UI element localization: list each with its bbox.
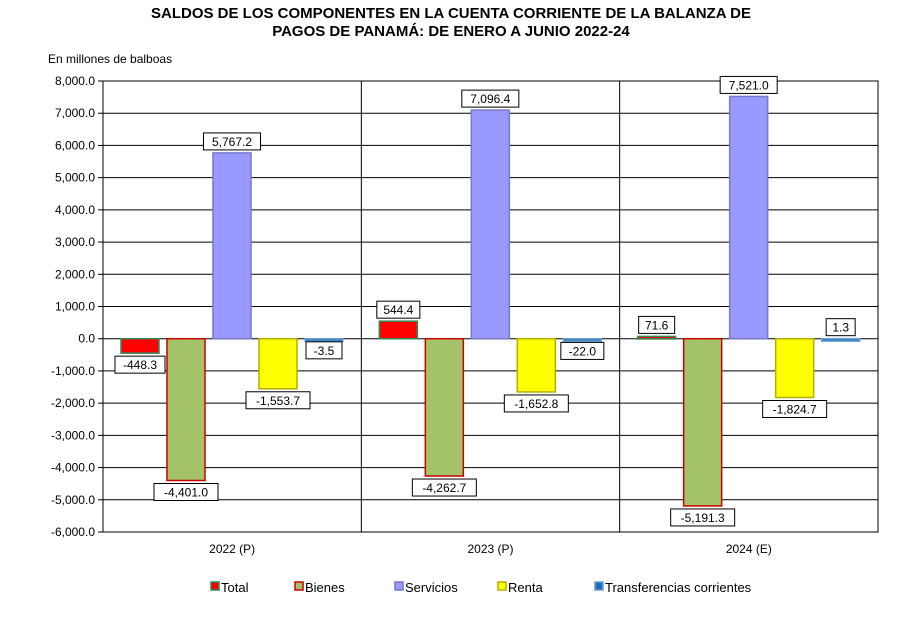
legend-label: Servicios [405,580,458,595]
y-tick-label: -1,000.0 [51,364,95,378]
data-label-box [305,341,343,360]
x-tick-label: 2024 (E) [726,542,772,556]
legend-label: Total [221,580,249,595]
bar-bienes [424,337,465,477]
data-label: -4,262.7 [422,481,466,495]
y-tick-label: 1,000.0 [55,300,95,314]
y-tick-label: 8,000.0 [55,74,95,88]
data-label-box [560,341,605,360]
bar-renta [516,337,557,393]
data-label: 544.4 [383,303,413,317]
y-tick-label: 2,000.0 [55,267,95,281]
legend-swatch [294,581,304,591]
bar-renta [258,337,298,390]
y-tick-label: 7,000.0 [55,106,95,120]
data-label-box [203,132,261,151]
data-label: -5,191.3 [681,511,725,525]
data-label-box [411,478,477,497]
data-label-box [762,399,828,418]
chart-title-line-2: PAGOS DE PANAMÁ: DE ENERO A JUNIO 2022-2… [272,23,630,40]
y-tick-label: 4,000.0 [55,203,95,217]
y-tick-label: -2,000.0 [51,396,95,410]
bar-servicios [212,152,252,340]
y-axis-label: En millones de balboas [48,52,172,66]
bar-bienes [682,337,723,507]
legend-swatch [394,581,404,591]
data-label: -3.5 [314,344,335,358]
bar-total [378,320,419,340]
legend-label: Transferencias corrientes [605,580,752,595]
data-label-box [503,394,569,413]
y-tick-label: -5,000.0 [51,493,95,507]
data-label: -4,401.0 [164,485,208,499]
legend-label: Renta [508,580,543,595]
data-label: 1.3 [832,321,849,335]
y-tick-label: -4,000.0 [51,461,95,475]
data-label-box [153,482,219,501]
bar-transferencias-corrientes [304,337,344,342]
bar-total [120,337,160,354]
bar-transferencias-corrientes [820,337,861,342]
data-label: 7,521.0 [729,78,769,92]
data-label: -1,652.8 [514,397,558,411]
legend-label: Bienes [305,580,345,595]
legend-swatch [594,581,604,591]
data-label: -1,824.7 [773,402,817,416]
y-tick-label: 3,000.0 [55,235,95,249]
y-tick-label: 0.0 [78,332,95,346]
data-label: -22.0 [569,344,597,358]
x-tick-label: 2023 (P) [467,542,513,556]
data-label-box [670,508,736,527]
data-label-box [245,391,311,410]
data-label: 7,096.4 [470,92,510,106]
data-label-box [114,355,166,374]
bar-bienes [166,337,206,482]
data-label: -448.3 [123,358,157,372]
y-tick-label: -3,000.0 [51,428,95,442]
x-tick-label: 2022 (P) [209,542,255,556]
data-label-box [719,75,778,94]
bar-total [636,335,677,340]
data-label: 5,767.2 [212,135,252,149]
plot-area [102,80,879,533]
bar-servicios [470,109,511,340]
y-tick-label: 5,000.0 [55,171,95,185]
data-label-box [638,315,676,334]
legend-swatch [497,581,507,591]
data-label-box [376,300,421,319]
y-tick-label: 6,000.0 [55,138,95,152]
data-label-box [825,318,856,337]
bar-servicios [728,95,769,340]
bar-renta [774,337,815,399]
y-tick-label: -6,000.0 [51,525,95,539]
data-label: 71.6 [645,318,669,332]
bar-transferencias-corrientes [562,337,603,342]
chart-title-line-1: SALDOS DE LOS COMPONENTES EN LA CUENTA C… [151,5,751,22]
data-label-box [461,89,520,108]
legend-swatch [210,581,220,591]
data-label: -1,553.7 [256,394,300,408]
